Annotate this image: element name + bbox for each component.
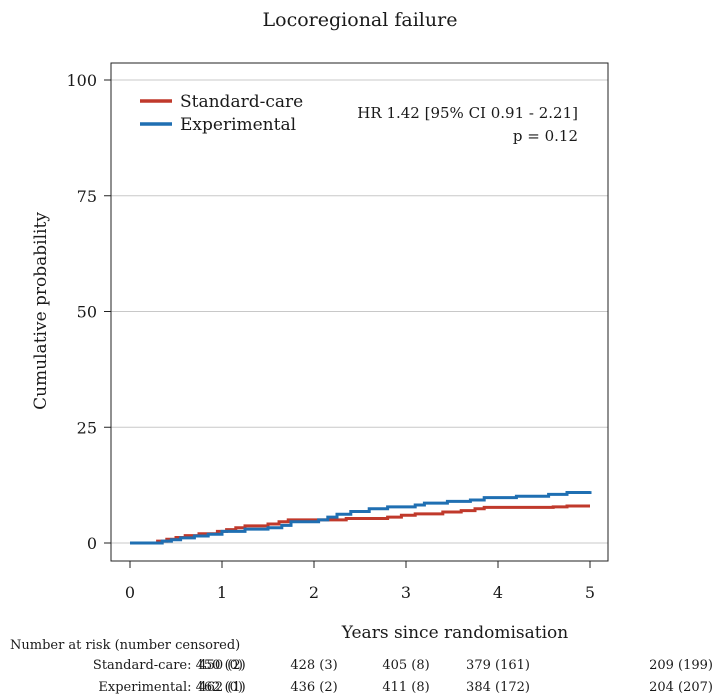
- risk-table-heading: Number at risk (number censored): [10, 638, 241, 653]
- y-axis: 0 25 50 75 100: [66, 71, 111, 553]
- grid: [111, 79, 608, 544]
- risk-row-label: Experimental: 462 (0): [98, 680, 243, 695]
- x-axis-label: Years since randomisation: [341, 623, 569, 643]
- p-value-annotation: p = 0.12: [513, 127, 578, 145]
- risk-cell: 204 (207): [649, 680, 713, 695]
- x-tick-label-4: 4: [493, 583, 503, 602]
- y-tick-label-0: 0: [87, 534, 97, 553]
- y-tick-label-50: 50: [77, 303, 97, 322]
- chart-title: Locoregional failure: [263, 9, 458, 31]
- hazard-ratio-annotation: HR 1.42 [95% CI 0.91 - 2.21]: [357, 104, 578, 122]
- legend: Standard-care Experimental: [140, 92, 303, 135]
- risk-cell: 428 (3): [290, 658, 338, 673]
- x-tick-label-0: 0: [125, 583, 135, 602]
- x-tick-label-3: 3: [401, 583, 411, 602]
- x-tick-label-1: 1: [217, 583, 227, 602]
- risk-cell: 411 (8): [382, 680, 430, 695]
- legend-label-experimental: Experimental: [180, 115, 296, 135]
- risk-cell: 436 (2): [290, 680, 338, 695]
- risk-row-label: Standard-care: 450 (0): [92, 658, 243, 673]
- y-tick-label-25: 25: [77, 418, 97, 437]
- y-tick-label-75: 75: [77, 187, 97, 206]
- risk-cell: 384 (172): [466, 680, 530, 695]
- y-tick-label-100: 100: [66, 71, 97, 90]
- series-line-experimental: [130, 491, 592, 545]
- x-tick-label-5: 5: [585, 583, 595, 602]
- risk-cell: 450 (2): [198, 658, 246, 673]
- risk-cell: 462 (1): [198, 680, 246, 695]
- risk-cell: 209 (199): [649, 658, 713, 673]
- y-axis-label: Cumulative probability: [31, 212, 51, 410]
- risk-cell: 379 (161): [466, 658, 530, 673]
- series-lines: [130, 491, 592, 545]
- risk-cell: 405 (8): [382, 658, 430, 673]
- legend-label-standard-care: Standard-care: [180, 92, 303, 112]
- x-tick-label-2: 2: [309, 583, 319, 602]
- x-axis: 0 1 2 3 4 5: [125, 561, 595, 602]
